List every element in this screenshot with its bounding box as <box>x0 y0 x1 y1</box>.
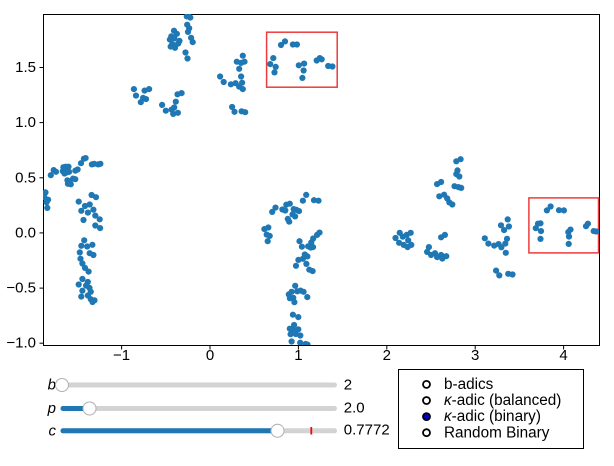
svg-text:Random Binary: Random Binary <box>444 424 550 441</box>
svg-text:κ-adic (binary): κ-adic (binary) <box>444 408 541 425</box>
svg-text:−0.5: −0.5 <box>6 280 36 297</box>
svg-text:b: b <box>48 376 56 393</box>
svg-text:κ-adic (balanced): κ-adic (balanced) <box>444 392 561 409</box>
svg-text:−1: −1 <box>113 347 130 364</box>
svg-text:1.5: 1.5 <box>15 59 36 76</box>
svg-text:2: 2 <box>383 347 391 364</box>
svg-text:2.0: 2.0 <box>344 400 365 417</box>
svg-text:2: 2 <box>344 377 352 394</box>
svg-text:−1.0: −1.0 <box>6 335 36 352</box>
svg-text:4: 4 <box>559 347 567 364</box>
svg-text:3: 3 <box>471 347 479 364</box>
svg-text:p: p <box>47 400 56 417</box>
svg-text:0.5: 0.5 <box>15 169 36 186</box>
svg-text:0: 0 <box>206 347 214 364</box>
svg-text:0.7772: 0.7772 <box>344 422 390 439</box>
svg-text:c: c <box>49 422 57 439</box>
svg-text:1: 1 <box>294 347 302 364</box>
svg-text:b-adics: b-adics <box>444 376 494 393</box>
svg-text:1.0: 1.0 <box>15 114 36 131</box>
svg-text:0.0: 0.0 <box>15 224 36 241</box>
